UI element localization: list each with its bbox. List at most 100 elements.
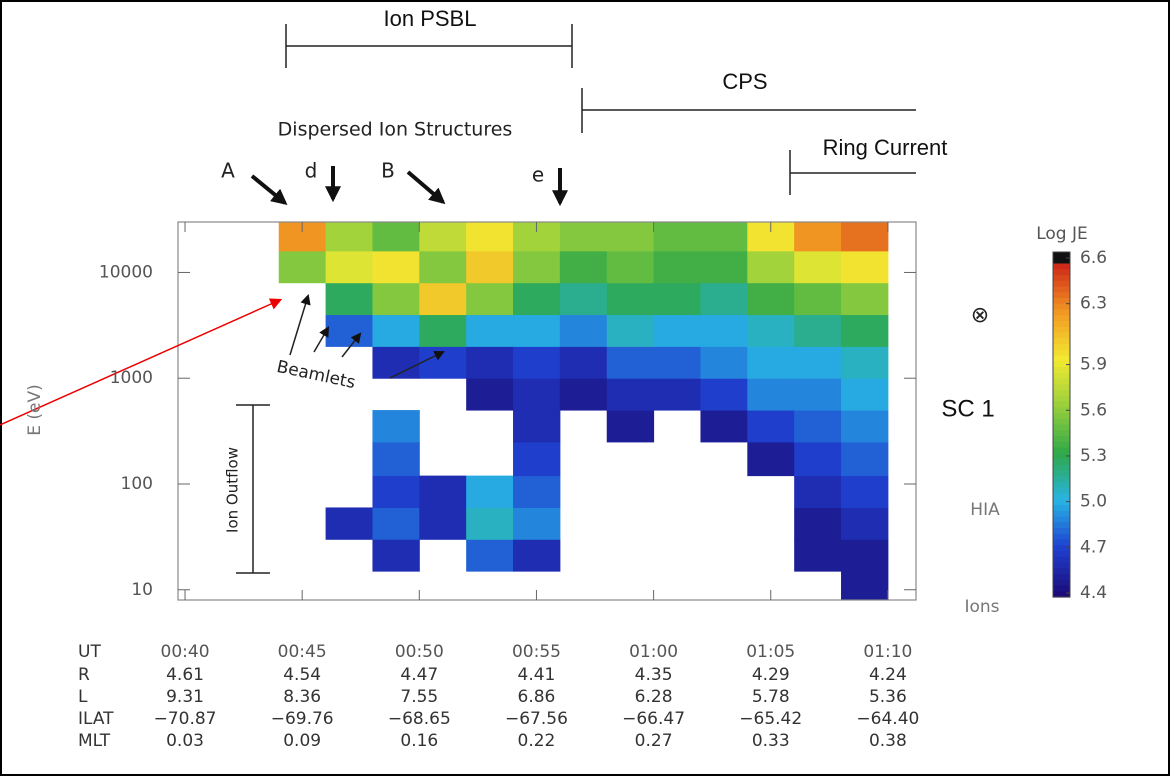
cell bbox=[559, 250, 608, 284]
x-tick-label: 00:45 bbox=[278, 642, 327, 662]
cell bbox=[513, 475, 561, 508]
cell bbox=[841, 410, 889, 443]
colorbar-swatch bbox=[1053, 280, 1070, 288]
colorbar-swatch bbox=[1053, 470, 1070, 477]
cell bbox=[513, 507, 561, 540]
cell bbox=[841, 222, 889, 252]
colorbar-swatch bbox=[1053, 522, 1070, 529]
cell bbox=[841, 314, 889, 347]
colorbar-swatch bbox=[1053, 286, 1070, 293]
colorbar-swatch bbox=[1053, 579, 1070, 587]
ephemeris: UT R 4.61 4.54 4.47 4.41 4.35 4.29 4.24 L 9.31 8.3… bbox=[78, 642, 919, 751]
cell bbox=[841, 441, 889, 477]
annotation: A bbox=[221, 159, 235, 183]
annotation: SC 1 bbox=[941, 395, 994, 422]
colorbar-swatch bbox=[1053, 499, 1070, 506]
colorbar-swatch bbox=[1053, 372, 1070, 380]
colorbar-swatch bbox=[1053, 430, 1070, 437]
annotation: Dispersed Ion Structures bbox=[278, 119, 513, 141]
colorbar-swatch bbox=[1053, 367, 1070, 374]
colorbar-tick-label: 5.6 bbox=[1080, 400, 1107, 420]
ephemeris-value: 9.31 bbox=[166, 687, 204, 707]
cell bbox=[653, 282, 701, 316]
cell bbox=[606, 346, 655, 379]
cell bbox=[606, 250, 655, 284]
cell bbox=[419, 314, 467, 347]
ephemeris-value: 4.47 bbox=[400, 665, 438, 685]
colorbar-swatch bbox=[1053, 528, 1070, 535]
cell bbox=[653, 378, 701, 411]
colorbar-swatch bbox=[1053, 315, 1070, 322]
cell bbox=[325, 507, 373, 540]
cell bbox=[794, 222, 842, 252]
cell bbox=[841, 378, 889, 411]
colorbar-swatch bbox=[1053, 298, 1070, 305]
cell bbox=[700, 222, 748, 252]
y-tick-label: 1000 bbox=[110, 368, 153, 388]
colorbar-swatch bbox=[1053, 309, 1070, 316]
ephemeris-value: 5.78 bbox=[752, 687, 790, 707]
cell bbox=[559, 222, 608, 252]
colorbar-swatch bbox=[1053, 269, 1070, 276]
cell bbox=[513, 250, 561, 284]
annotation: Ions bbox=[964, 597, 999, 617]
colorbar-tick-label: 4.4 bbox=[1080, 583, 1107, 603]
colorbar-swatch bbox=[1053, 252, 1070, 259]
cell bbox=[372, 314, 420, 347]
colorbar-swatch bbox=[1053, 424, 1070, 431]
colorbar-swatch bbox=[1053, 332, 1070, 339]
colorbar-swatch bbox=[1053, 482, 1070, 489]
ephemeris-value: 4.35 bbox=[635, 665, 673, 685]
ephemeris-value: 7.55 bbox=[400, 687, 438, 707]
cell bbox=[794, 250, 842, 284]
colorbar-swatch bbox=[1053, 263, 1070, 270]
y-tick-label: 10000 bbox=[99, 262, 153, 282]
ephemeris-label: UT bbox=[78, 642, 101, 662]
cell bbox=[606, 222, 655, 252]
cell bbox=[841, 571, 889, 601]
cell bbox=[700, 250, 748, 284]
cell bbox=[559, 346, 608, 379]
cell bbox=[513, 282, 561, 316]
cell bbox=[466, 507, 514, 540]
annotation: Beamlets bbox=[275, 357, 357, 393]
colorbar-tick-label: 5.0 bbox=[1080, 492, 1107, 512]
cell bbox=[559, 314, 608, 347]
cell bbox=[466, 222, 514, 252]
cell bbox=[466, 475, 514, 508]
annotation: d bbox=[305, 159, 318, 183]
cell bbox=[513, 441, 561, 477]
annotation: ⊗ bbox=[971, 303, 989, 328]
colorbar-swatch bbox=[1053, 303, 1070, 311]
cell bbox=[841, 507, 889, 540]
plot-frame bbox=[177, 221, 917, 601]
colorbar-swatch bbox=[1053, 574, 1070, 581]
annotation: e bbox=[532, 163, 544, 187]
colorbar-swatch bbox=[1053, 447, 1070, 454]
ephemeris-value: 6.86 bbox=[518, 687, 556, 707]
cell bbox=[513, 410, 561, 443]
x-tick-label: 01:05 bbox=[746, 642, 795, 662]
ephemeris-value: 6.28 bbox=[635, 687, 673, 707]
cell bbox=[325, 250, 373, 284]
colorbar-swatch bbox=[1053, 539, 1070, 546]
colorbar-swatch bbox=[1053, 401, 1070, 408]
annotation: Ion PSBL bbox=[384, 6, 477, 31]
ephemeris-value: 0.22 bbox=[518, 731, 556, 751]
cell bbox=[466, 282, 514, 316]
colorbar-swatch bbox=[1053, 476, 1070, 483]
ephemeris-value: −66.47 bbox=[622, 709, 685, 729]
colorbar-swatch bbox=[1053, 275, 1070, 282]
ephemeris-label: MLT bbox=[78, 731, 111, 751]
cell bbox=[747, 378, 795, 411]
annotation-lines bbox=[0, 24, 916, 574]
colorbar-swatch bbox=[1053, 459, 1070, 466]
cell bbox=[466, 314, 514, 347]
y-tick-label: 100 bbox=[121, 474, 153, 494]
cell bbox=[653, 314, 701, 347]
ephemeris-value: −69.76 bbox=[271, 709, 334, 729]
colorbar-swatch bbox=[1053, 257, 1070, 265]
cell bbox=[653, 222, 701, 252]
